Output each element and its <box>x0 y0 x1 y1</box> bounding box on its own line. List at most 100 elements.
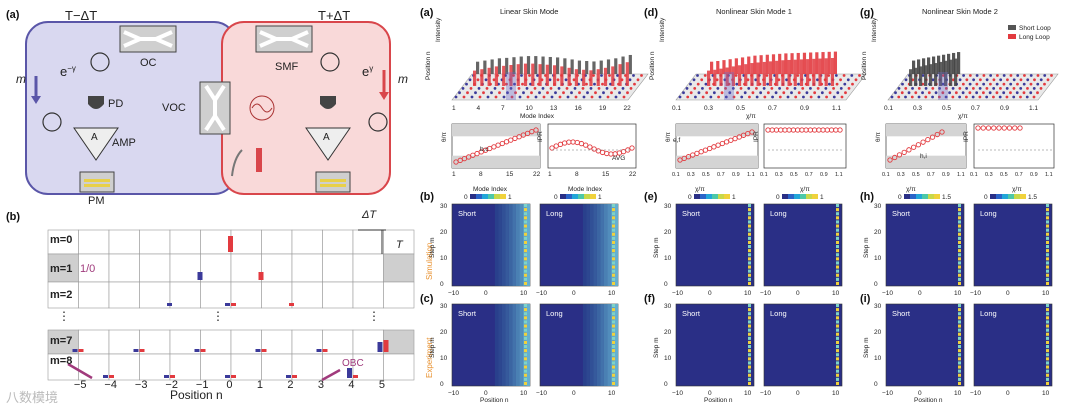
heatmap-edge-cell <box>748 220 751 224</box>
lattice-dot <box>462 95 466 99</box>
chi-tick: 0.5 <box>1000 172 1008 178</box>
heatmap-edge-cell <box>612 261 615 265</box>
chart-bar <box>582 69 586 86</box>
chi-tick: 1.1 <box>835 172 843 178</box>
chart-bar <box>490 59 494 74</box>
colorbar-segment <box>788 194 794 199</box>
heatmap-frame <box>885 203 965 287</box>
heatmap-edge-cell <box>612 232 615 236</box>
lattice-dot <box>740 95 744 99</box>
lattice-dot <box>734 74 738 77</box>
step-tick: 10 <box>664 255 672 262</box>
data-point <box>991 125 997 131</box>
heatmap-edge-cell <box>748 361 751 365</box>
lattice-cell <box>108 229 140 255</box>
heatmap-edge-cell <box>524 312 527 316</box>
lattice-dot <box>1046 78 1050 82</box>
heatmap-label: Long <box>546 209 563 218</box>
heatmap-edge-cell <box>748 345 751 349</box>
pulse-bar <box>200 349 206 352</box>
lattice-dot <box>1022 91 1026 95</box>
heatmap-edge-cell <box>524 320 527 324</box>
pulse-bar <box>258 272 264 280</box>
heatmap-edge-cell <box>958 340 961 344</box>
lattice-dot <box>570 91 573 95</box>
lattice-dot <box>608 74 611 77</box>
lattice-dot <box>890 95 894 99</box>
lattice-dot <box>972 78 976 82</box>
chart-bar <box>765 54 769 74</box>
heatmap-edge-cell <box>748 353 751 357</box>
lattice-dot <box>1002 91 1006 95</box>
lattice-dot <box>978 78 982 82</box>
heatmap-edge-cell <box>748 324 751 328</box>
lattice-dot <box>978 87 982 90</box>
lattice-dot <box>501 87 505 90</box>
heatmap-edge-cell <box>836 381 839 385</box>
heatmap-edge-cell <box>958 304 961 308</box>
heatmap-edge-cell <box>524 240 527 244</box>
mode-tick: 15 <box>602 171 610 178</box>
lattice-dot <box>502 95 506 99</box>
gain-label: eγ <box>362 64 373 79</box>
heatmap-edge-cell <box>524 257 527 261</box>
lattice-cell <box>261 253 293 283</box>
chart-bar <box>722 60 726 74</box>
dots-left: ⋮ <box>58 309 70 323</box>
ylabel-intensity-a: Intensity <box>435 17 442 42</box>
lattice-dot <box>572 78 576 82</box>
lattice-dot <box>486 95 490 99</box>
svg-text:A: A <box>323 132 330 143</box>
data-point <box>996 125 1002 131</box>
lattice-dot <box>490 91 493 95</box>
heatmap-edge-cell <box>612 373 615 377</box>
lattice-dot <box>992 78 996 82</box>
lattice-dot <box>797 82 800 86</box>
delta-t-label: ΔT <box>361 209 377 221</box>
ratio-label: 1/0 <box>80 263 95 275</box>
xlabel-mode-index: Mode Index <box>520 113 555 120</box>
heatmap-edge-cell <box>524 353 527 357</box>
lattice-dot <box>843 82 847 86</box>
heatmap-edge-cell <box>612 224 615 228</box>
heatmap-edge-cell <box>836 245 839 249</box>
heatmap-edge-cell <box>748 304 751 308</box>
step-tick: 20 <box>874 329 882 336</box>
lattice-dot <box>628 78 632 82</box>
colorbar-max: 1 <box>820 194 824 201</box>
heatmap-edge-cell <box>748 212 751 216</box>
ylabel-ipr: IPR <box>753 131 760 142</box>
chart-bar <box>912 60 916 74</box>
lattice-dot <box>709 95 713 99</box>
coil-hot-top-icon <box>320 52 340 72</box>
lattice-dot <box>924 95 928 99</box>
lattice-dot <box>1023 74 1026 77</box>
heatmap-edge-cell <box>836 220 839 224</box>
lattice-dot <box>904 95 907 99</box>
lattice-dot <box>964 95 968 99</box>
ylabel-theta: θ/π <box>875 132 882 142</box>
lattice-dot <box>958 95 962 99</box>
chart-bar <box>824 58 828 86</box>
lattice-dot <box>1005 87 1009 90</box>
xlabel-position: Position n <box>914 397 943 404</box>
heatmap-edge-cell <box>612 249 615 253</box>
lattice-dot <box>528 74 531 77</box>
heatmap-edge-cell <box>1046 228 1049 232</box>
pulse-bar <box>316 349 322 352</box>
heatmap-edge-cell <box>836 353 839 357</box>
lattice-grid <box>47 229 415 382</box>
lattice-dot <box>846 78 850 82</box>
colorbar-segment <box>922 194 928 199</box>
lattice-dot <box>762 87 766 90</box>
pulse-bar <box>103 375 108 378</box>
heatmap-edge-cell <box>836 304 839 308</box>
chi-tick: 1.1 <box>1029 105 1038 112</box>
annot-avg: AVG <box>612 155 625 162</box>
heatmap-edge-cell <box>612 349 615 353</box>
lattice-dot <box>593 82 596 86</box>
chart-bar <box>574 69 579 86</box>
lattice-dot <box>1012 95 1016 99</box>
heatmap-edge-cell <box>1046 365 1049 369</box>
step-tick: 30 <box>664 303 672 310</box>
